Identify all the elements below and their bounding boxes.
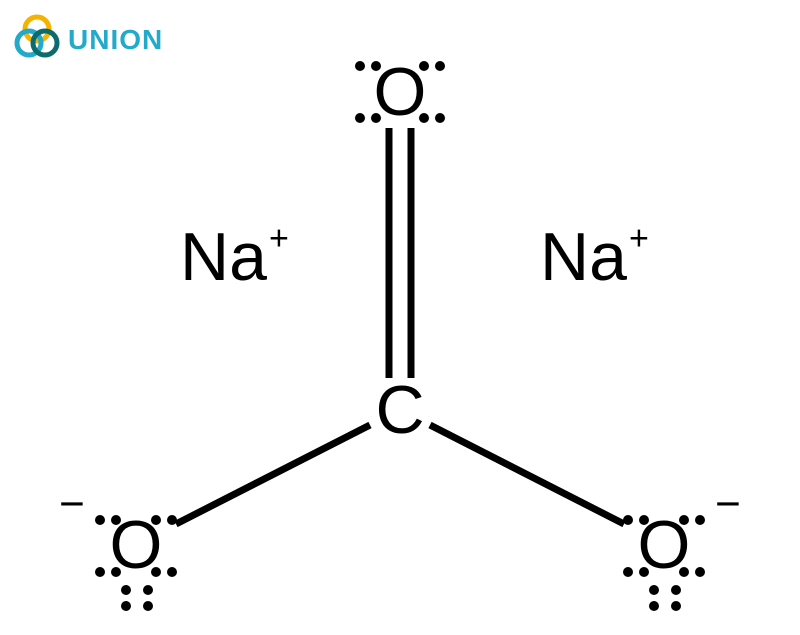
single-bond-line [176, 425, 370, 524]
sodium-ion: Na+ [540, 219, 649, 295]
atom-O_right: O [638, 507, 691, 583]
electron-dot [649, 585, 659, 595]
electron-dot [623, 567, 633, 577]
electron-dot [167, 515, 177, 525]
electron-dot [121, 585, 131, 595]
electron-dot [435, 113, 445, 123]
charge-minus: − [59, 480, 85, 529]
electron-dot [355, 61, 365, 71]
electron-dot [649, 601, 659, 611]
charge-minus: − [715, 480, 741, 529]
electron-dot [671, 601, 681, 611]
atom-O_left: O [110, 507, 163, 583]
electron-dot [623, 515, 633, 525]
electron-dot [143, 585, 153, 595]
lewis-structure-diagram: C O O O − − Na+ Na+ [0, 0, 800, 635]
atom-O_top: O [374, 54, 427, 130]
electron-dot [95, 515, 105, 525]
single-bond-line [430, 425, 624, 524]
electron-dot [143, 601, 153, 611]
electron-dot [355, 113, 365, 123]
electron-dot [671, 585, 681, 595]
sodium-ion: Na+ [180, 219, 289, 295]
electron-dot [121, 601, 131, 611]
atom-C: C [375, 372, 424, 448]
electron-dot [167, 567, 177, 577]
electron-dot [695, 515, 705, 525]
atoms-layer: C O O O [110, 54, 691, 583]
bonds-layer [176, 128, 624, 524]
lone-pairs-layer [95, 61, 705, 611]
electron-dot [695, 567, 705, 577]
electron-dot [435, 61, 445, 71]
electron-dot [95, 567, 105, 577]
